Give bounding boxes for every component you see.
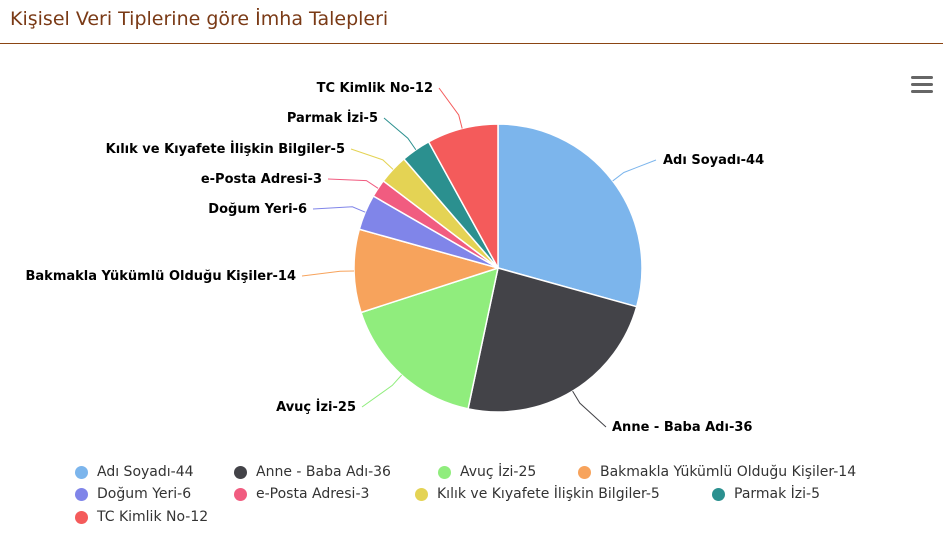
pie-slice[interactable] bbox=[360, 266, 500, 410]
legend-color-dot-icon bbox=[234, 487, 247, 501]
legend-label: Parmak İzi-5 bbox=[734, 486, 821, 502]
slice-connector-line bbox=[612, 159, 657, 182]
slice-connector-line bbox=[327, 178, 379, 189]
legend-item[interactable]: Anne - Baba Adı-36 bbox=[234, 464, 391, 480]
slice-connector-line bbox=[572, 390, 607, 428]
slice-data-label: Kılık ve Kıyafete İlişkin Bilgiler-5 bbox=[106, 141, 345, 157]
legend-color-dot-icon bbox=[75, 510, 88, 524]
slice-connector-line bbox=[350, 148, 394, 170]
legend-color-dot-icon bbox=[75, 465, 88, 479]
slice-data-label: Anne - Baba Adı-36 bbox=[612, 420, 752, 435]
legend-item[interactable]: Kılık ve Kıyafete İlişkin Bilgiler-5 bbox=[415, 486, 660, 502]
legend-item[interactable]: Bakmakla Yükümlü Olduğu Kişiler-14 bbox=[578, 464, 856, 480]
pie-slice[interactable] bbox=[467, 267, 638, 413]
legend-color-dot-icon bbox=[415, 487, 428, 501]
legend-color-dot-icon bbox=[712, 487, 725, 501]
slice-connector-line bbox=[312, 206, 366, 213]
legend-color-dot-icon bbox=[438, 465, 451, 479]
legend-color-dot-icon bbox=[234, 465, 247, 479]
legend-color-dot-icon bbox=[75, 487, 88, 501]
pie-slice[interactable] bbox=[353, 228, 501, 314]
page-header: Kişisel Veri Tiplerine göre İmha Taleple… bbox=[0, 0, 943, 44]
legend-color-dot-icon bbox=[578, 465, 591, 479]
slice-data-label: Adı Soyadı-44 bbox=[663, 153, 764, 168]
legend-item[interactable]: Avuç İzi-25 bbox=[438, 464, 536, 480]
legend-item[interactable]: e-Posta Adresi-3 bbox=[234, 486, 369, 502]
pie-slice[interactable] bbox=[497, 123, 643, 308]
slice-data-label: Avuç İzi-25 bbox=[276, 399, 356, 415]
page-title: Kişisel Veri Tiplerine göre İmha Taleple… bbox=[10, 8, 389, 30]
legend-label: Doğum Yeri-6 bbox=[97, 486, 192, 502]
slice-data-label: TC Kimlik No-12 bbox=[317, 81, 433, 96]
legend-item[interactable]: TC Kimlik No-12 bbox=[75, 509, 208, 525]
slice-connector-line bbox=[438, 87, 463, 129]
slice-data-label: Parmak İzi-5 bbox=[287, 110, 378, 126]
slice-data-label: Bakmakla Yükümlü Olduğu Kişiler-14 bbox=[26, 269, 297, 284]
slice-connector-line bbox=[361, 374, 403, 408]
legend-item[interactable]: Adı Soyadı-44 bbox=[75, 464, 194, 480]
pie-chart: Adı Soyadı-44 Anne - Baba Adı-36 Avuç İzi-… bbox=[26, 81, 765, 435]
legend-label: Bakmakla Yükümlü Olduğu Kişiler-14 bbox=[600, 464, 857, 480]
slice-data-label: Doğum Yeri-6 bbox=[208, 202, 307, 217]
slice-data-label: e-Posta Adresi-3 bbox=[201, 172, 322, 187]
legend-label: TC Kimlik No-12 bbox=[97, 509, 209, 525]
legend-item[interactable]: Parmak İzi-5 bbox=[712, 486, 820, 502]
legend-label: e-Posta Adresi-3 bbox=[256, 486, 370, 502]
slice-connector-line bbox=[301, 270, 355, 277]
legend-label: Anne - Baba Adı-36 bbox=[256, 464, 391, 480]
legend-label: Kılık ve Kıyafete İlişkin Bilgiler-5 bbox=[437, 486, 660, 502]
legend-label: Adı Soyadı-44 bbox=[97, 464, 194, 480]
legend-label: Avuç İzi-25 bbox=[460, 464, 537, 480]
legend-item[interactable]: Doğum Yeri-6 bbox=[75, 486, 191, 502]
slice-connector-line bbox=[383, 117, 417, 151]
hamburger-menu-icon[interactable] bbox=[911, 76, 935, 96]
